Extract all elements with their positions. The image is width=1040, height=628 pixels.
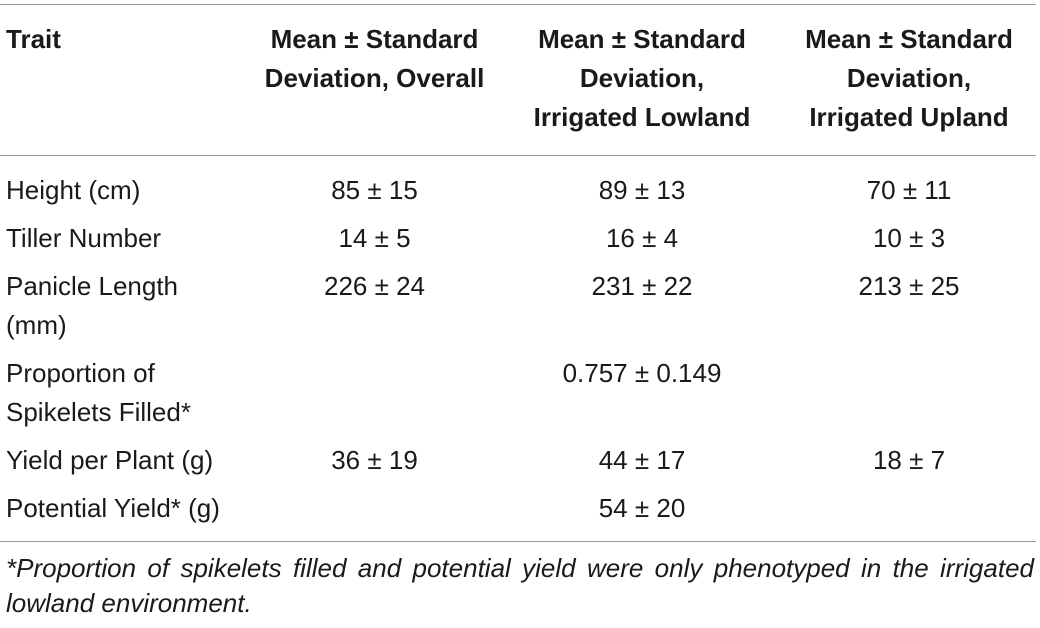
header-overall-line-1: Mean ± Standard [270,24,479,54]
header-lowland-line-2: Deviation, [579,63,705,93]
row-tiller-overall: 14 ± 5 [338,223,411,253]
header-trait: Trait [6,24,61,54]
header-lowland-line-1: Mean ± Standard [538,24,746,54]
row-panicle-trait: Panicle Length (mm) [6,267,246,345]
row-yield-trait: Yield per Plant (g) [6,445,214,475]
row-tiller-trait: Tiller Number [6,223,162,253]
row-yield-upland: 18 ± 7 [872,445,946,475]
row-height-overall: 85 ± 15 [331,175,418,205]
header-upland-line-3: Irrigated Upland [809,102,1009,132]
row-spikelets-trait-line-2: Spikelets Filled* [6,397,191,427]
row-potential-yield-trait: Potential Yield* (g) [6,493,220,523]
row-tiller-lowland: 16 ± 4 [605,223,679,253]
row-spikelets-lowland: 0.757 ± 0.149 [562,358,722,388]
row-spikelets-trait: Proportion of Spikelets Filled* [6,354,246,432]
table-bottom-rule [0,541,1036,542]
header-upland-line-2: Deviation, [846,63,972,93]
row-panicle-trait-line-1: Panicle Length [6,271,179,301]
header-lowland-line-3: Irrigated Lowland [533,102,751,132]
row-spikelets-trait-line-1: Proportion of [6,358,155,388]
row-potential-yield-lowland: 54 ± 20 [598,493,686,523]
row-panicle-lowland: 231 ± 22 [591,271,693,301]
table-top-rule [0,4,1036,5]
row-panicle-trait-line-2: (mm) [6,310,67,340]
header-overall: Mean ± Standard Deviation, Overall [252,20,497,98]
header-upland-line-1: Mean ± Standard [805,24,1013,54]
table-footnote: *Proportion of spikelets filled and pote… [6,553,1034,618]
header-overall-line-2: Deviation, Overall [264,63,485,93]
row-panicle-overall: 226 ± 24 [323,271,426,301]
header-lowland: Mean ± Standard Deviation, Irrigated Low… [517,20,767,137]
table-header-rule [0,155,1036,156]
row-height-lowland: 89 ± 13 [598,175,686,205]
row-yield-lowland: 44 ± 17 [598,445,686,475]
row-tiller-upland: 10 ± 3 [872,223,946,253]
row-height-trait: Height (cm) [6,175,141,205]
row-yield-overall: 36 ± 19 [331,445,418,475]
row-panicle-upland: 213 ± 25 [858,271,960,301]
header-upland: Mean ± Standard Deviation, Irrigated Upl… [784,20,1034,137]
row-height-upland: 70 ± 11 [866,175,952,205]
